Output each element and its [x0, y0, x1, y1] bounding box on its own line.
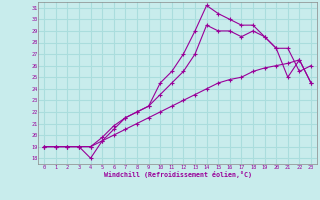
X-axis label: Windchill (Refroidissement éolien,°C): Windchill (Refroidissement éolien,°C) — [104, 171, 252, 178]
